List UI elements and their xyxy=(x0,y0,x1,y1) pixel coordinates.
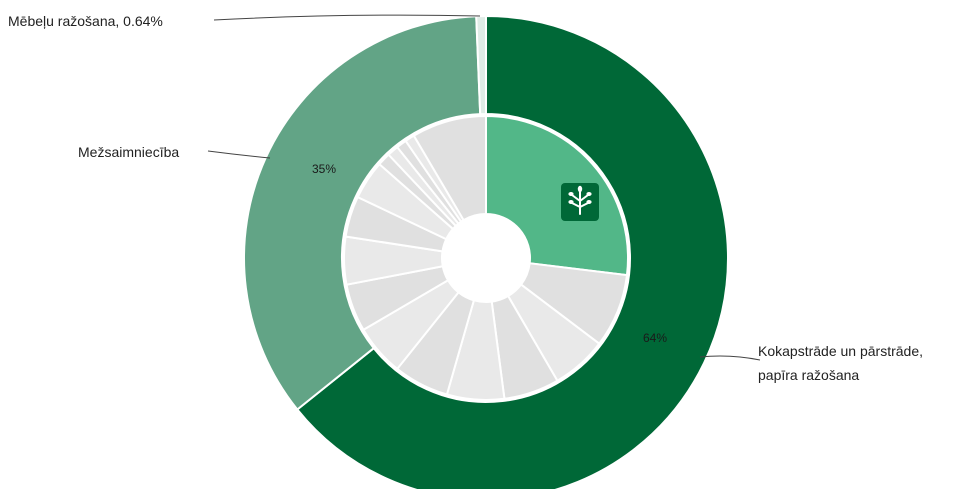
leader-line-2 xyxy=(207,150,271,159)
category-label-kokapstrade-un-parstrade: Kokapstrāde un pārstrāde, xyxy=(758,343,923,359)
category-label-kokapstrade-un-parstrade-line2: papīra ražošana xyxy=(758,367,859,383)
leader-line-1 xyxy=(699,355,761,361)
inner-slice-15 xyxy=(412,114,487,222)
value-label-2: 35% xyxy=(312,162,336,176)
category-label-mezsaimnieciba: Mežsaimniecība xyxy=(78,144,179,160)
slice-mezsaimnieciba xyxy=(243,15,482,411)
slice-kokapstrade-un-parstrade xyxy=(295,14,729,494)
category-label-mebelu-razosana: Mēbeļu ražošana, 0.64% xyxy=(8,13,163,29)
tree-branch-icon xyxy=(561,183,599,221)
leader-line-3 xyxy=(213,14,481,21)
value-label-1: 64% xyxy=(643,331,667,345)
inner-slice-highlight xyxy=(485,114,629,277)
